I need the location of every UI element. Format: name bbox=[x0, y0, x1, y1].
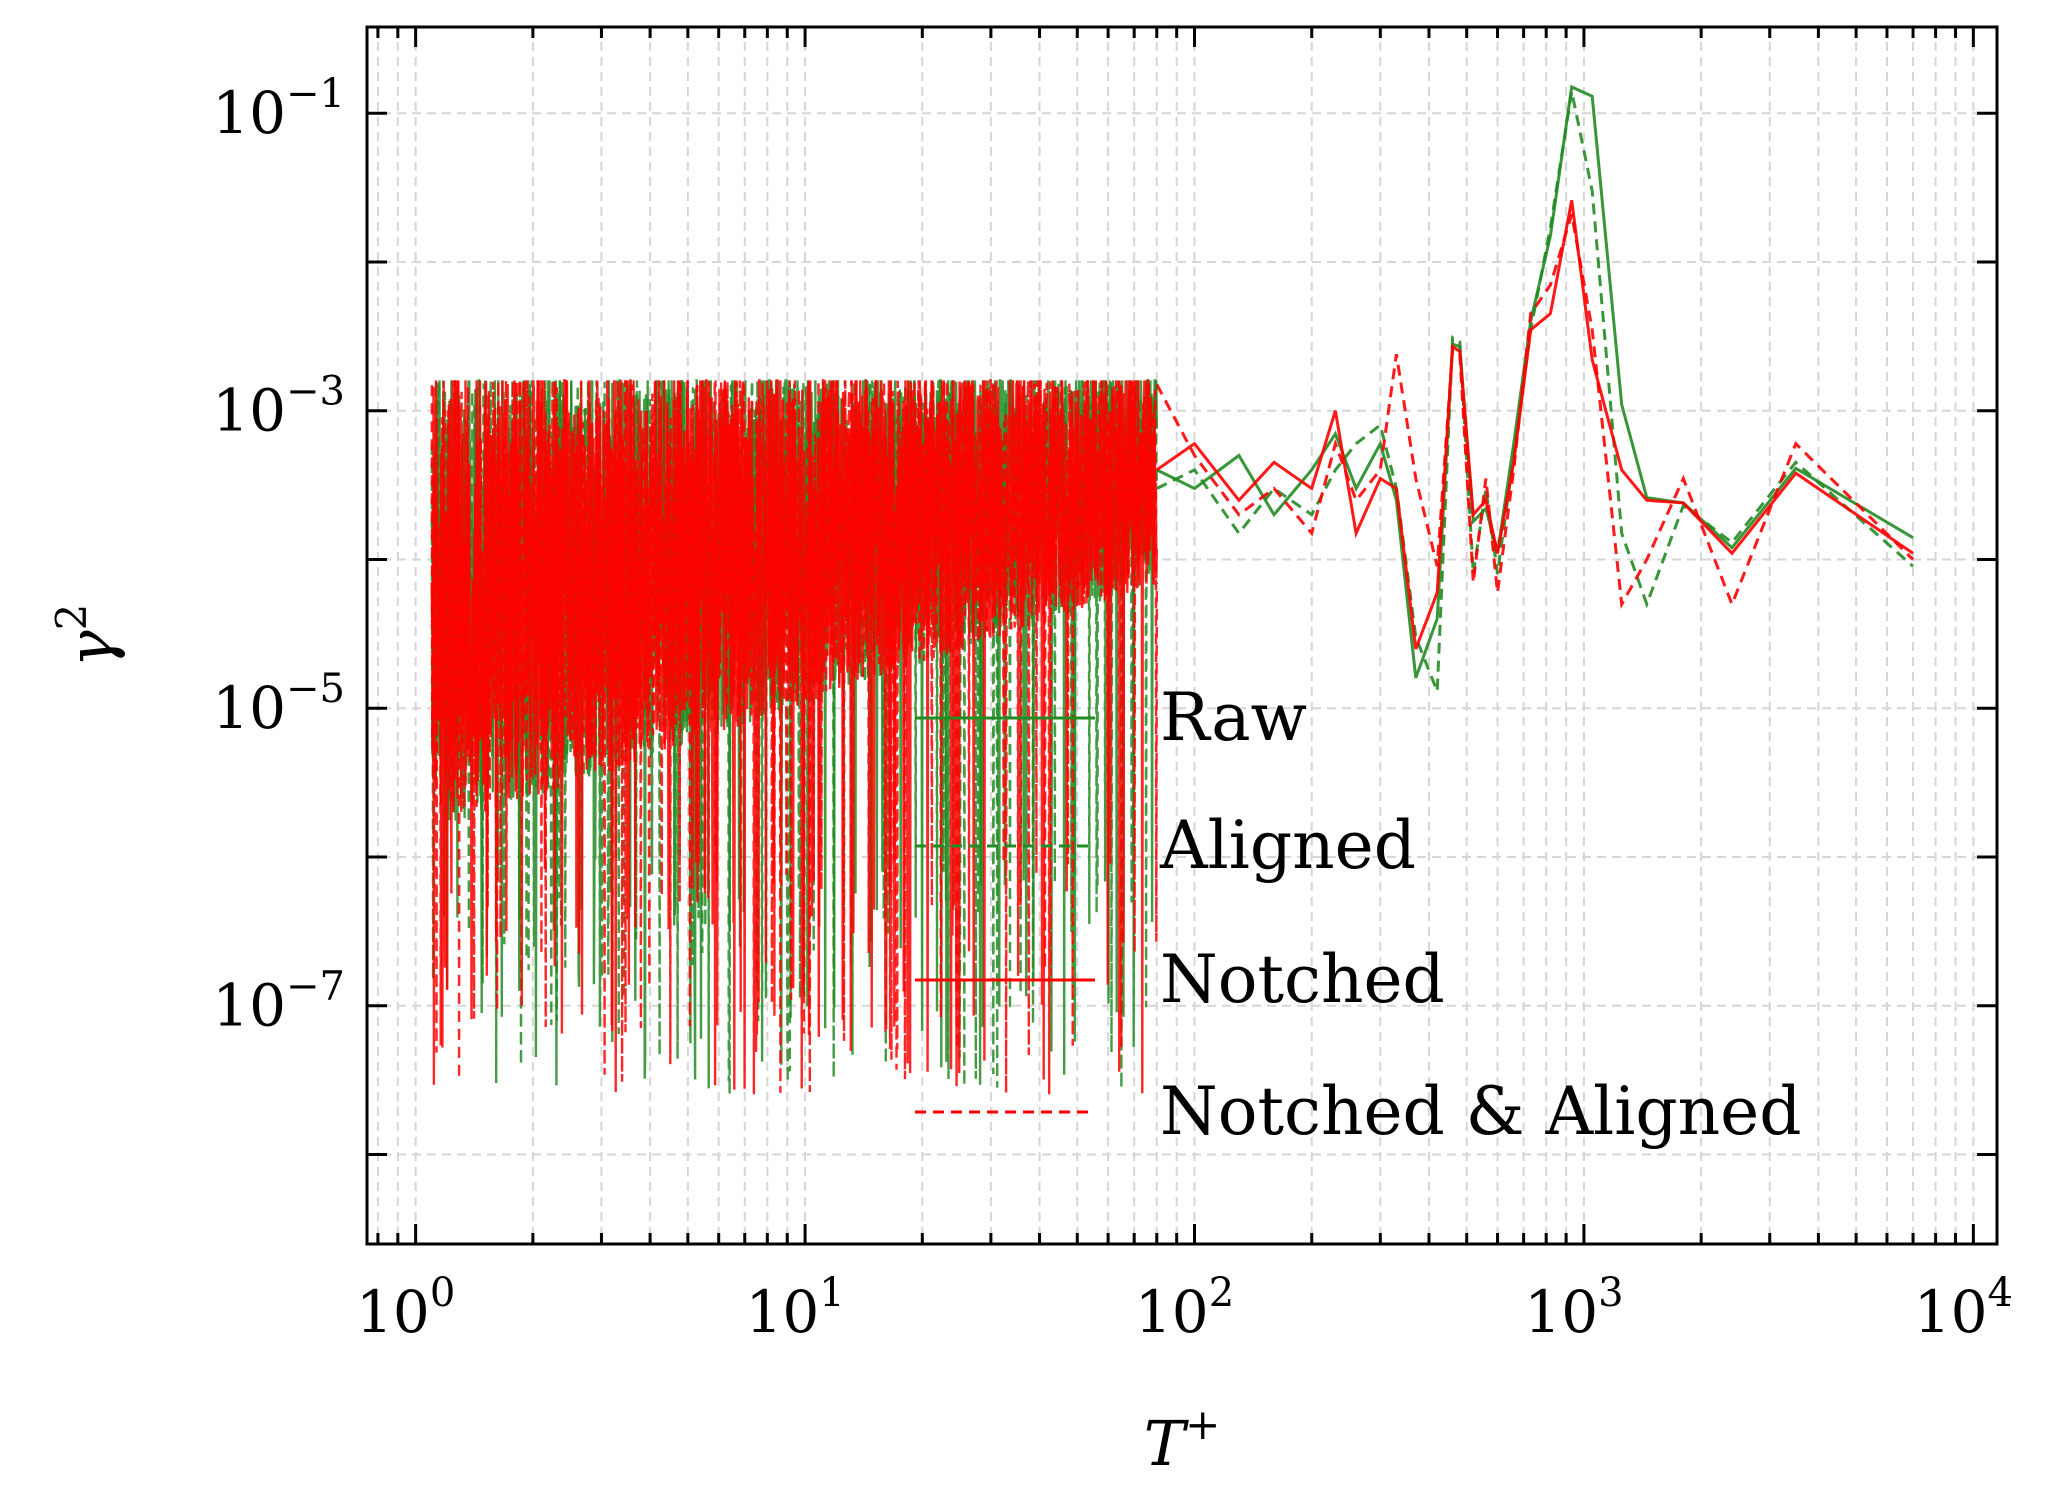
tick-exponent: 0 bbox=[430, 1270, 455, 1316]
tick-base: 10 bbox=[212, 79, 286, 147]
legend-label: Aligned bbox=[1159, 807, 1416, 884]
tick-exponent: −5 bbox=[286, 666, 345, 712]
tick-base: 10 bbox=[1135, 1278, 1209, 1346]
x-axis-label-main: T bbox=[1144, 1407, 1190, 1480]
y-axis-label-main: γ bbox=[54, 629, 127, 667]
tick-exponent: −1 bbox=[286, 71, 345, 117]
tick-exponent: 2 bbox=[1209, 1270, 1234, 1316]
tick-exponent: 1 bbox=[819, 1270, 844, 1316]
x-axis-label-superscript: + bbox=[1185, 1400, 1220, 1449]
legend-label: Notched & Aligned bbox=[1160, 1073, 1801, 1150]
tick-exponent: −3 bbox=[286, 369, 345, 415]
tick-base: 10 bbox=[1524, 1278, 1598, 1346]
tick-exponent: 3 bbox=[1598, 1270, 1623, 1316]
tick-base: 10 bbox=[212, 377, 286, 445]
tick-base: 10 bbox=[212, 972, 286, 1040]
y-axis-label-superscript: 2 bbox=[47, 604, 96, 631]
legend-label: Raw bbox=[1160, 679, 1307, 756]
tick-exponent: 4 bbox=[1988, 1270, 2013, 1316]
tick-exponent: −7 bbox=[286, 964, 345, 1010]
legend-label: Notched bbox=[1160, 941, 1445, 1018]
tick-base: 10 bbox=[212, 674, 286, 742]
tick-base: 10 bbox=[745, 1278, 819, 1346]
tick-base: 10 bbox=[1914, 1278, 1988, 1346]
tick-base: 10 bbox=[356, 1278, 430, 1346]
